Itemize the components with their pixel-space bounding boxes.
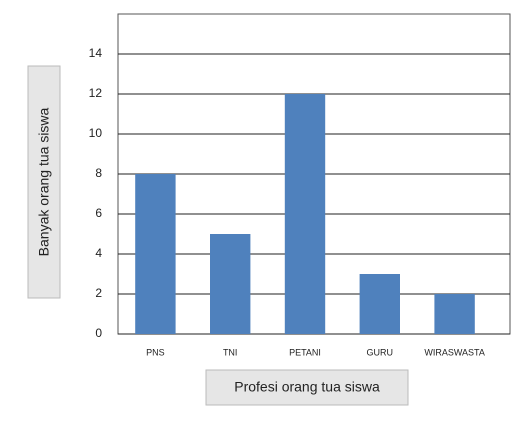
y-tick-label: 8 (95, 166, 102, 180)
bar (434, 294, 475, 334)
y-tick-label: 6 (95, 206, 102, 220)
y-tick-label: 4 (95, 246, 102, 260)
y-tick-label: 10 (89, 126, 103, 140)
y-tick-label: 12 (89, 86, 103, 100)
bar (210, 234, 251, 334)
y-tick-label: 2 (95, 286, 102, 300)
y-axis-label: Banyak orang tua siswa (36, 107, 52, 256)
x-label-box (205, 369, 409, 406)
y-tick-label: 14 (89, 46, 103, 60)
y-label-box (27, 65, 61, 299)
x-tick-label: PETANI (289, 347, 321, 357)
bar (135, 174, 176, 334)
bar (284, 94, 326, 334)
x-axis-label: Profesi orang tua siswa (234, 379, 380, 395)
bar (359, 274, 400, 334)
x-tick-label: TNI (223, 347, 238, 357)
x-tick-label: WIRASWASTA (424, 347, 485, 357)
x-tick-label: PNS (146, 347, 165, 357)
y-tick-label: 0 (95, 326, 102, 340)
x-tick-label: GURU (367, 347, 394, 357)
